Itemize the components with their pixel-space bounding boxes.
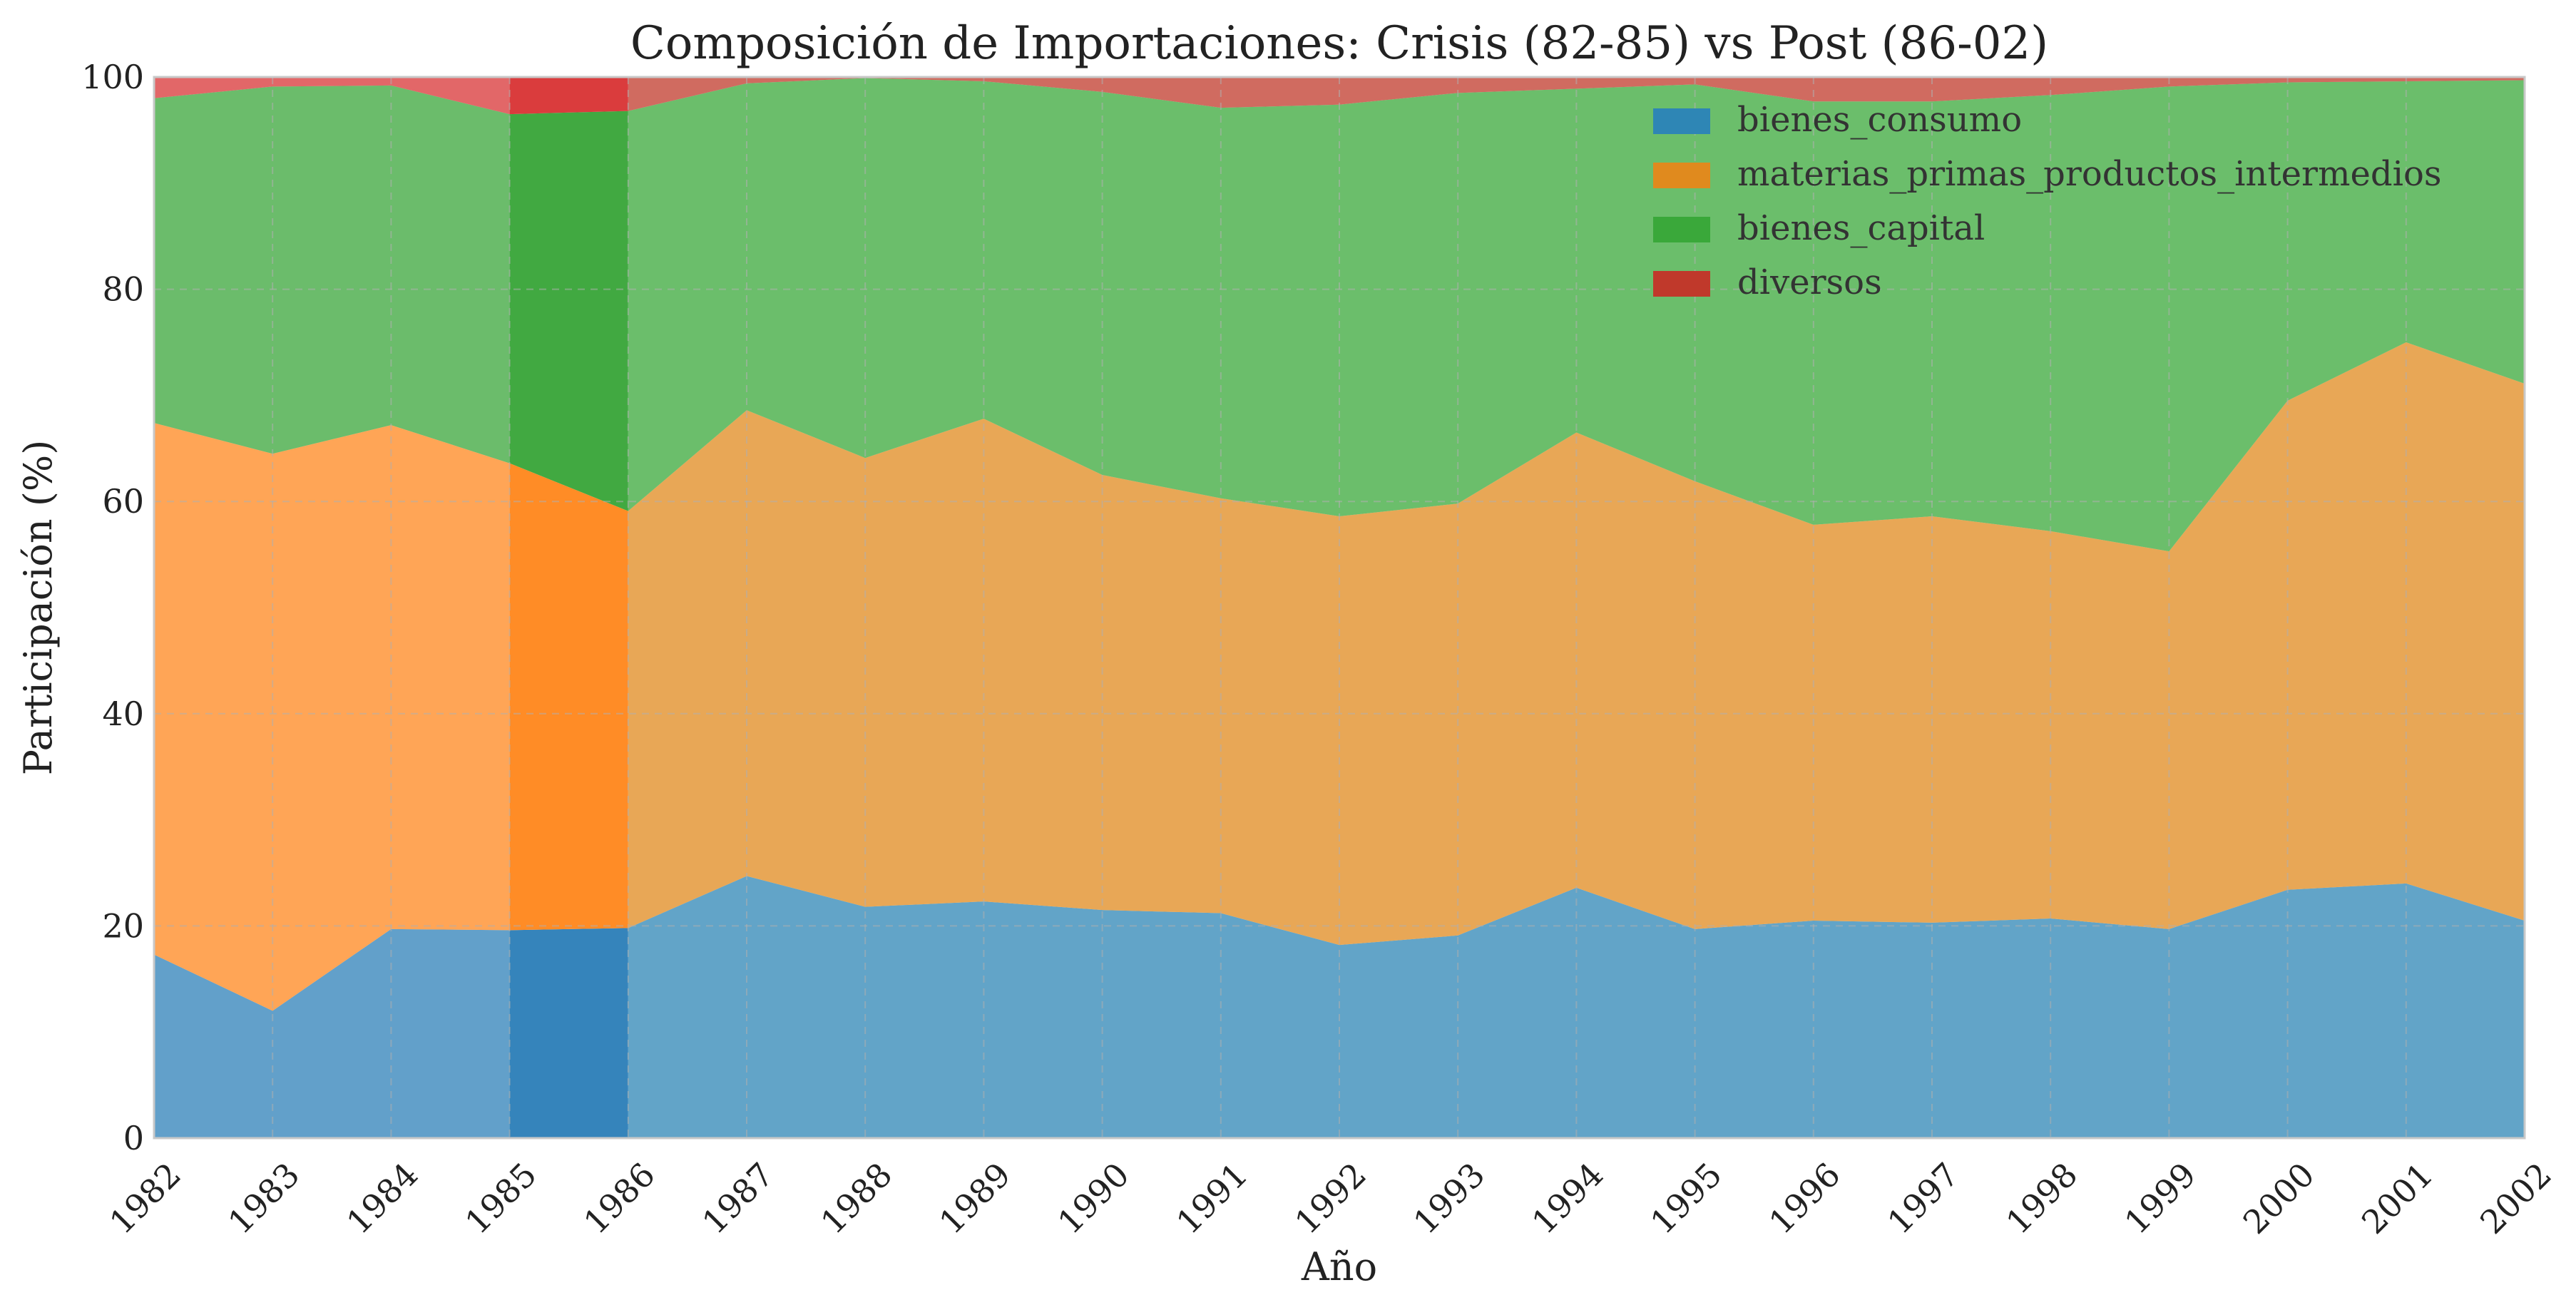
legend-label-materias_primas_productos_intermedios: materias_primas_productos_intermedios	[1737, 154, 2442, 194]
y-axis-ticks: 0 20 40 60 80 100	[81, 58, 144, 1157]
y-tick-label: 80	[102, 270, 144, 309]
x-tick-label: 1996	[1762, 1155, 1848, 1242]
x-tick-label: 1982	[102, 1155, 188, 1242]
x-tick-label: 1985	[458, 1155, 544, 1242]
legend: bienes_consumo materias_primas_productos_…	[1653, 100, 2442, 302]
x-axis-label: Año	[1301, 1244, 1377, 1289]
y-axis-label: Participación (%)	[16, 440, 61, 776]
x-tick-label: 1994	[1525, 1155, 1611, 1242]
area-diversos-period-1	[154, 77, 510, 115]
area-materias_primas_productos_intermedios-period-2	[509, 463, 628, 931]
x-tick-label: 2001	[2354, 1155, 2440, 1242]
area-materias_primas_productos_intermedios-period-1	[154, 423, 510, 1011]
y-tick-label: 20	[102, 906, 144, 945]
area-bienes_consumo-period-2	[509, 928, 628, 1138]
x-tick-label: 1988	[813, 1155, 899, 1242]
x-tick-label: 1986	[576, 1155, 663, 1242]
area-diversos-period-2	[509, 77, 628, 115]
area-diversos-period-3	[628, 77, 2525, 111]
x-tick-label: 1991	[1169, 1155, 1255, 1242]
x-tick-label: 2000	[2236, 1155, 2322, 1242]
chart-title: Composición de Importaciones: Crisis (82…	[630, 17, 2048, 70]
area-bienes_consumo-period-1	[154, 928, 510, 1138]
x-tick-label: 1997	[1880, 1155, 1966, 1242]
y-tick-label: 100	[81, 58, 144, 96]
legend-label-bienes_capital: bienes_capital	[1737, 208, 1985, 248]
area-bienes_capital-period-1	[154, 85, 510, 464]
x-axis-ticks: 1982 1983 1984 1985 1986 1987 1988 1989 1990 1991…	[102, 1155, 2559, 1242]
legend-swatch-materias_primas_productos_intermedios	[1653, 163, 1710, 188]
legend-label-diversos: diversos	[1737, 262, 1882, 302]
plot-frame	[153, 76, 2526, 1140]
x-tick-label: 1992	[1287, 1155, 1374, 1242]
y-tick-label: 0	[123, 1119, 144, 1157]
x-tick-label: 1995	[1643, 1155, 1729, 1242]
x-tick-label: 1990	[1051, 1155, 1137, 1242]
y-tick-label: 40	[102, 695, 144, 733]
x-tick-label: 1984	[339, 1155, 426, 1242]
legend-swatch-bienes_consumo	[1653, 108, 1710, 134]
x-tick-label: 1998	[1998, 1155, 2085, 1242]
legend-swatch-bienes_capital	[1653, 217, 1710, 242]
x-tick-label: 1987	[695, 1155, 781, 1242]
legend-label-bienes_consumo: bienes_consumo	[1737, 100, 2022, 140]
x-tick-label: 1999	[2117, 1155, 2204, 1242]
x-tick-label: 2002	[2473, 1155, 2559, 1242]
legend-swatch-diversos	[1653, 271, 1710, 297]
x-tick-label: 1993	[1406, 1155, 1492, 1242]
x-tick-label: 1983	[220, 1155, 307, 1242]
x-tick-label: 1989	[932, 1155, 1018, 1242]
grid-lines	[154, 77, 2525, 1138]
area-bienes_capital-period-2	[509, 111, 628, 511]
y-tick-label: 60	[102, 482, 144, 521]
